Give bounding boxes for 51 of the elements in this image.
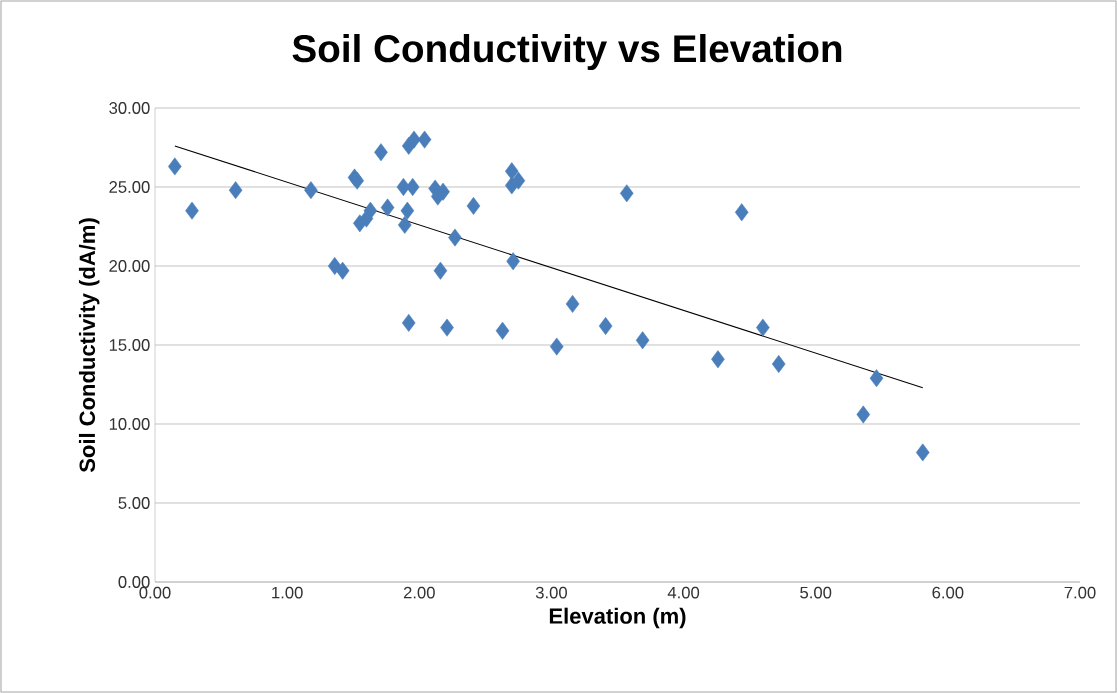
x-tick-label: 1.00 <box>272 586 303 599</box>
y-tick-label: 30.00 <box>109 102 150 114</box>
point <box>711 350 725 369</box>
point <box>400 201 415 220</box>
point <box>466 197 481 215</box>
x-tick-label: 4.00 <box>667 586 700 599</box>
point <box>401 313 416 332</box>
chart-title: Soil Conductivity vs Elevation <box>292 33 842 71</box>
x-tick-label: 0.00 <box>139 586 171 599</box>
point <box>506 252 520 271</box>
y-tick-label: 10.00 <box>109 418 150 430</box>
point <box>856 405 871 424</box>
x-axis-title: Elevation (m) <box>549 607 686 629</box>
point <box>869 369 884 388</box>
y-tick-label: 25.00 <box>109 181 150 193</box>
point <box>304 181 318 200</box>
y-tick-label: 5.00 <box>118 497 150 509</box>
point <box>598 317 613 335</box>
y-tick-label: 20.00 <box>109 260 150 272</box>
x-tick-label: 5.00 <box>800 586 832 599</box>
y-tick-label: 0.00 <box>118 576 150 588</box>
x-tick-label: 3.00 <box>535 586 567 599</box>
point <box>565 294 580 313</box>
point <box>505 162 519 181</box>
point <box>448 228 462 247</box>
x-tick-label: 6.00 <box>932 586 964 599</box>
y-axis-title: Soil Conductivity (dA/m) <box>78 218 100 473</box>
point <box>433 261 448 280</box>
y-tick-label: 15.00 <box>109 339 150 351</box>
point <box>417 130 432 149</box>
point <box>363 201 378 220</box>
point <box>635 331 650 350</box>
point <box>619 184 634 203</box>
x-tick-label: 7.00 <box>1064 586 1096 599</box>
point <box>380 198 395 217</box>
point <box>549 337 564 356</box>
point <box>335 261 350 280</box>
point <box>440 318 454 337</box>
point <box>228 181 243 200</box>
point <box>185 201 199 220</box>
point <box>734 203 749 222</box>
point <box>511 171 526 190</box>
point <box>397 215 412 234</box>
x-tick-label: 2.00 <box>403 586 435 599</box>
point <box>915 443 930 462</box>
point <box>771 355 786 373</box>
point <box>495 321 510 340</box>
point <box>374 143 388 162</box>
point <box>756 318 770 337</box>
point <box>407 130 421 149</box>
point <box>168 157 182 176</box>
